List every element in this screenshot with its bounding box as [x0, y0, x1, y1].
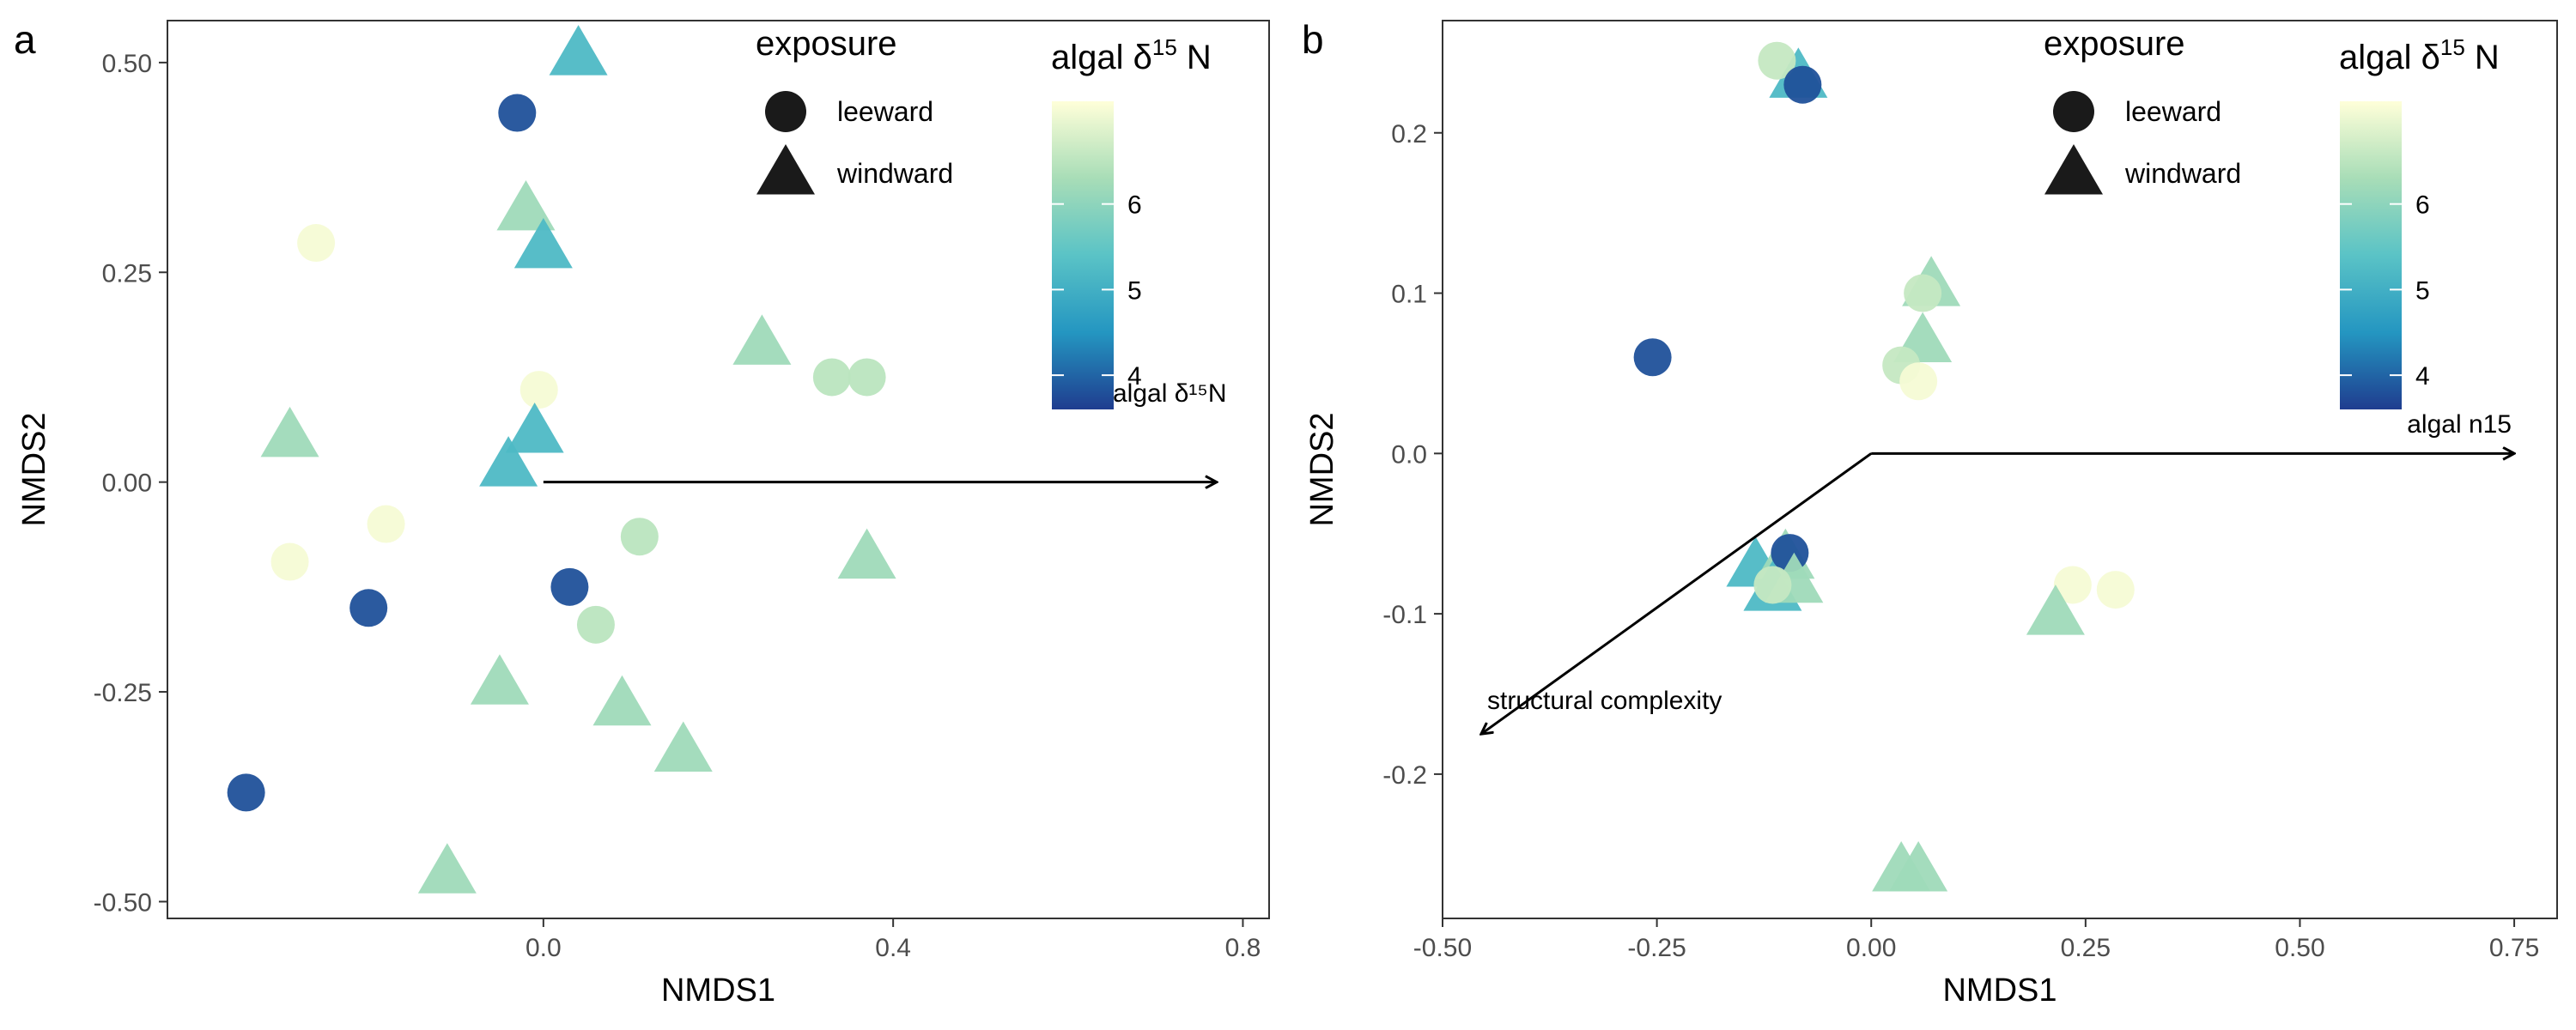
point-windward	[1889, 840, 1948, 892]
point-windward	[2026, 585, 2085, 635]
point-windward	[496, 179, 556, 231]
point-leeward	[270, 542, 309, 581]
x-axis-title: NMDS1	[661, 972, 775, 1009]
point-windward	[417, 843, 477, 894]
y-tick-label: -0.50	[94, 888, 152, 917]
colorbar-tick-label: 4	[1127, 362, 1142, 391]
point-leeward	[550, 567, 589, 606]
point-leeward	[1633, 338, 1672, 377]
y-tick-label: -0.1	[1382, 601, 1427, 629]
panel-b: b-0.50 -0.25 0.00 0.25 0.50 0.75-0.2-0.10.00.…	[1302, 17, 2558, 1009]
point-windward	[260, 406, 319, 457]
colorbar	[1052, 101, 1114, 409]
y-tick-label: -0.25	[94, 679, 152, 707]
legend-circle-key	[2053, 91, 2094, 132]
vector-label: algal n15	[2407, 410, 2512, 439]
point-windward	[549, 25, 608, 76]
x-tick-label: 0.0	[526, 934, 562, 962]
point-windward	[732, 314, 792, 365]
point-leeward	[1753, 566, 1792, 604]
legend-item-label: windward	[836, 158, 953, 189]
point-leeward	[812, 358, 851, 397]
y-tick-label: 0.00	[102, 470, 152, 498]
point-windward	[479, 436, 538, 487]
colorbar-tick-label: 4	[2415, 362, 2430, 391]
legend-n15-title: algal δ15 N	[2339, 34, 2500, 76]
point-leeward	[297, 224, 336, 263]
x-tick-label: 0.75	[2489, 934, 2539, 962]
plot-frame	[167, 20, 1270, 919]
legend-item-label: leeward	[837, 96, 933, 127]
legend-triangle-key	[2044, 144, 2103, 195]
x-tick-label: -0.50	[1413, 934, 1472, 962]
y-tick-label: 0.2	[1391, 120, 1427, 148]
y-tick-label: 0.0	[1391, 440, 1427, 469]
x-tick-label: 0.00	[1846, 934, 1896, 962]
y-axis-title: NMDS2	[16, 412, 52, 526]
vector-label: structural complexity	[1487, 687, 1722, 715]
point-leeward	[227, 773, 265, 812]
point-leeward	[367, 505, 405, 543]
point-leeward	[576, 605, 615, 644]
legend-item-label: leeward	[2125, 96, 2221, 127]
legend-exposure-title: exposure	[756, 25, 897, 63]
point-leeward	[848, 358, 886, 397]
panel-label-b: b	[1302, 17, 1324, 62]
point-windward	[505, 403, 564, 453]
colorbar-tick-label: 5	[2415, 276, 2430, 305]
point-leeward	[1904, 274, 1942, 312]
legend-circle-key	[765, 91, 806, 132]
x-tick-label: 0.4	[875, 934, 911, 962]
y-tick-label: 0.50	[102, 50, 152, 78]
plot-frame	[1442, 20, 2558, 919]
x-tick-label: 0.25	[2061, 934, 2111, 962]
point-windward	[837, 528, 896, 579]
y-tick-label: 0.1	[1391, 281, 1427, 309]
point-leeward	[1899, 362, 1938, 401]
vector-label: algal δ¹⁵N	[1113, 379, 1227, 408]
y-axis-title: NMDS2	[1304, 412, 1340, 526]
colorbar	[2340, 101, 2402, 409]
legend-item-label: windward	[2124, 158, 2241, 189]
y-tick-label: 0.25	[102, 259, 152, 288]
x-tick-label: 0.50	[2275, 934, 2324, 962]
panel-a: a 0.0 0.4 0.8 -0.50 -0.25 0.00 0.25 0.50 NMDS1 NMD…	[14, 17, 1270, 1009]
panel-label-a: a	[14, 17, 36, 62]
point-leeward	[349, 589, 388, 627]
point-leeward	[1783, 65, 1822, 104]
legend-exposure-title: exposure	[2044, 25, 2185, 63]
point-windward	[470, 654, 529, 705]
colorbar-tick-label: 6	[2415, 191, 2430, 220]
legend-triangle-key	[756, 144, 815, 195]
point-leeward	[498, 94, 537, 132]
point-leeward	[1758, 41, 1796, 80]
point-windward	[653, 721, 713, 772]
point-leeward	[620, 518, 659, 556]
x-tick-label: 0.8	[1225, 934, 1261, 962]
point-windward	[513, 217, 573, 269]
x-tick-label: -0.25	[1627, 934, 1686, 962]
point-leeward	[519, 371, 558, 409]
point-windward	[592, 675, 652, 726]
colorbar-tick-label: 5	[1127, 276, 1142, 305]
point-leeward	[2096, 571, 2135, 609]
point-leeward	[2053, 566, 2092, 604]
legend-n15-title: algal δ15 N	[1051, 34, 1212, 76]
y-tick-label: -0.2	[1382, 761, 1427, 790]
vector-arrow	[1481, 452, 1873, 734]
colorbar-tick-label: 6	[1127, 191, 1142, 220]
x-axis-title: NMDS1	[1942, 972, 2057, 1009]
